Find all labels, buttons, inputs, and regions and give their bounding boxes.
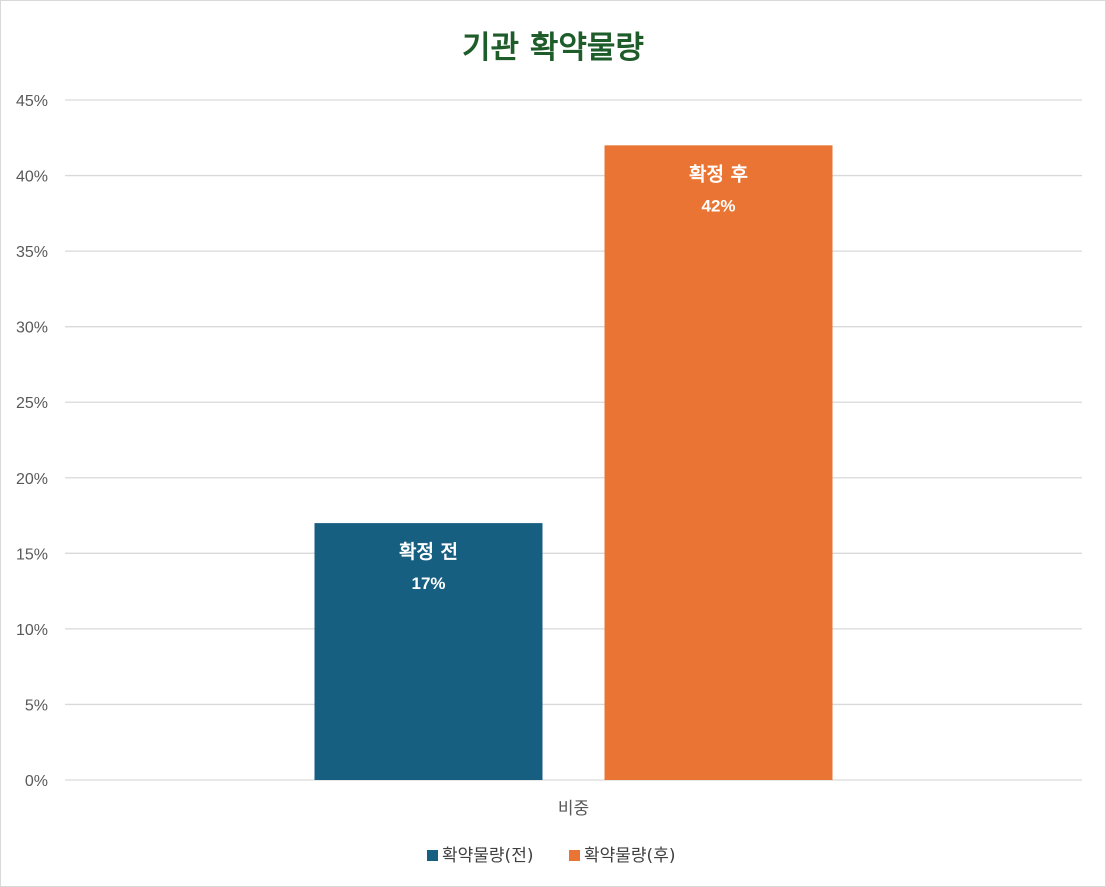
y-tick-label: 25% [16,395,48,412]
bar-before [314,523,543,780]
y-tick-label: 0% [25,773,48,790]
legend-swatch [427,850,438,861]
bar-value-label: 17% [411,574,445,593]
x-category-label: 비중 [558,799,589,819]
y-tick-label: 35% [16,244,48,261]
bar-data-label: 확정 전 [399,540,458,563]
y-tick-label: 10% [16,622,48,639]
bar-data-label: 확정 후 [689,162,748,185]
chart-title: 기관 확약물량 [462,30,644,66]
y-tick-label: 40% [16,169,48,186]
legend-entry: 확약물량(전) [442,846,533,866]
bar-value-label: 42% [701,196,735,215]
legend: 확약물량(전) 확약물량(후) [427,846,675,866]
legend-entry: 확약물량(후) [584,846,675,866]
y-tick-label: 5% [25,697,48,714]
x-axis-categories: 비중 [558,799,589,819]
y-tick-label: 15% [16,546,48,563]
bar-after [604,145,833,781]
gridlines [65,99,1082,781]
legend-swatch [569,850,580,861]
y-tick-label: 20% [16,471,48,488]
y-axis-ticks: 0% 5% 10% 15% 20% 25% 30% 35% 40% 45% [16,93,48,790]
y-tick-label: 45% [16,93,48,110]
bars: 확정 전 17% 확정 후 42% [314,145,833,781]
y-tick-label: 30% [16,320,48,337]
